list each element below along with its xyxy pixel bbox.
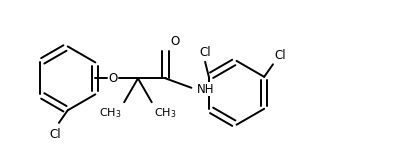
Text: Cl: Cl [273, 49, 285, 62]
Text: Cl: Cl [49, 128, 61, 141]
Text: O: O [170, 35, 179, 48]
Text: CH$_3$: CH$_3$ [99, 106, 121, 120]
Text: Cl: Cl [199, 46, 210, 59]
Text: NH: NH [196, 82, 213, 96]
Text: O: O [108, 72, 117, 85]
Text: CH$_3$: CH$_3$ [154, 106, 176, 120]
